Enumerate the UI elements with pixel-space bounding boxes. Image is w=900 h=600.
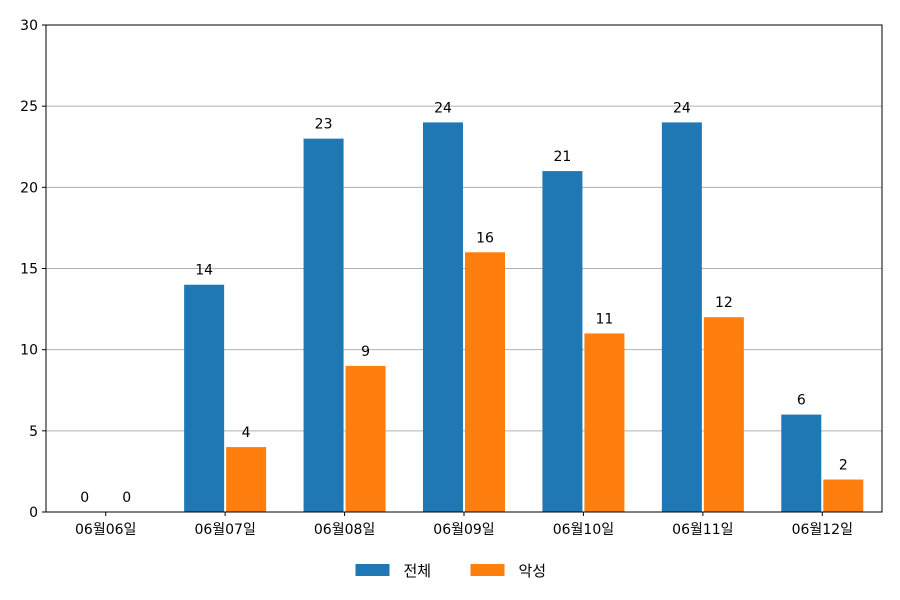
bar-전체-06월12일 (781, 414, 822, 512)
bar-악성-06월07일 (226, 447, 267, 512)
data-label: 24 (434, 100, 452, 116)
data-label: 6 (797, 393, 806, 409)
data-label: 0 (122, 490, 131, 506)
data-label: 24 (673, 100, 691, 116)
y-axis: 0 5 10 15 20 25 30 (20, 18, 46, 521)
legend-swatch-전체 (355, 564, 390, 576)
legend-swatch-악성 (470, 564, 505, 576)
bar-악성-06월08일 (345, 365, 386, 512)
bar-악성-06월09일 (465, 252, 505, 512)
data-label: 0 (80, 490, 89, 506)
data-label: 4 (242, 425, 251, 441)
x-tick-label: 06월07일 (194, 522, 255, 538)
bar-전체-06월09일 (423, 122, 463, 513)
y-tick-label: 30 (20, 18, 38, 34)
data-label: 21 (554, 149, 572, 165)
bar-악성-06월10일 (584, 333, 625, 512)
bars (184, 122, 864, 513)
x-axis: 06월06일 06월07일 06월08일 06월09일 06월10일 06월11일 06월1… (75, 512, 853, 538)
y-tick-label: 5 (29, 424, 38, 440)
y-tick-label: 15 (20, 262, 38, 278)
y-tick-label: 20 (20, 180, 38, 196)
bar-전체-06월11일 (661, 122, 702, 513)
bar-전체-06월07일 (184, 284, 225, 512)
legend: 전체 악성 (355, 562, 547, 580)
x-tick-label: 06월08일 (314, 522, 375, 538)
legend-label: 악성 (519, 562, 547, 580)
x-tick-label: 06월10일 (553, 522, 614, 538)
data-label: 16 (476, 230, 494, 246)
data-label: 12 (715, 295, 733, 311)
y-tick-label: 0 (29, 505, 38, 521)
bar-악성-06월12일 (823, 479, 864, 512)
y-tick-label: 10 (20, 343, 38, 359)
data-label: 14 (195, 263, 213, 279)
data-label: 23 (315, 117, 333, 133)
x-tick-label: 06월12일 (792, 522, 853, 538)
data-labels: 0 0 14 4 23 9 24 16 21 11 24 12 6 2 (80, 100, 847, 506)
x-tick-label: 06월06일 (75, 522, 136, 538)
bar-전체-06월08일 (303, 138, 344, 512)
y-tick-label: 25 (20, 99, 38, 115)
data-label: 11 (596, 311, 614, 327)
bar-악성-06월11일 (703, 317, 744, 512)
x-tick-label: 06월09일 (433, 522, 494, 538)
data-label: 9 (361, 344, 370, 360)
bar-전체-06월10일 (542, 171, 583, 512)
legend-label: 전체 (404, 562, 432, 580)
data-label: 2 (839, 458, 848, 474)
gridlines (46, 105, 882, 432)
x-tick-label: 06월11일 (672, 522, 733, 538)
